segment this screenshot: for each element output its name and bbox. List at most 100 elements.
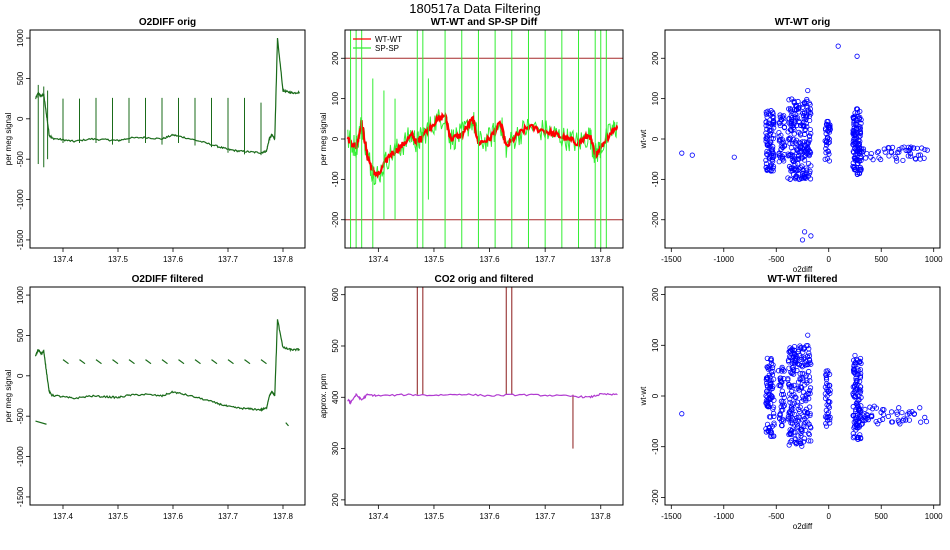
- scatter-point: [790, 426, 796, 432]
- scatter-point: [798, 426, 804, 432]
- scatter-point: [777, 416, 783, 422]
- scatter-point: [801, 154, 807, 160]
- scatter-point: [827, 417, 833, 423]
- scatter-point: [781, 394, 787, 401]
- scatter-point: [924, 147, 930, 153]
- scatter-point: [800, 349, 806, 355]
- x-tick-label: 137.6: [163, 255, 184, 264]
- scatter-point: [862, 406, 868, 413]
- scatter-point: [798, 132, 804, 138]
- scatter-point: [804, 150, 810, 156]
- scatter-point: [871, 403, 877, 409]
- x-tick-label: -1500: [661, 512, 682, 521]
- scatter-point: [854, 106, 860, 112]
- scatter-point: [764, 375, 770, 381]
- scatter-point: [788, 420, 794, 426]
- scatter-point: [788, 165, 794, 171]
- x-tick-label: 137.8: [591, 255, 612, 264]
- chart-co2-orig-filtered: CO2 orig and filtered 137.4 137.5 137.6 137.…: [319, 274, 624, 521]
- scatter-point: [796, 156, 802, 162]
- scatter-point: [824, 393, 830, 399]
- scatter-point: [763, 119, 769, 125]
- y-tick-label: -100: [651, 438, 660, 455]
- y-tick-label: 300: [331, 441, 340, 455]
- y-tick-label: 200: [651, 287, 660, 301]
- scatter-point: [791, 429, 797, 435]
- scatter-point: [885, 413, 891, 420]
- x-axis-label: o2diff: [793, 522, 813, 531]
- legend-label: SP-SP: [375, 44, 399, 53]
- scatter-point: [803, 165, 809, 171]
- scatter-point: [786, 137, 793, 143]
- scatter-point: [823, 139, 829, 145]
- scatter-point: [824, 411, 830, 417]
- scatter-point: [807, 411, 813, 417]
- scatter-point: [789, 157, 795, 163]
- scatter-point: [763, 388, 770, 395]
- chart-title: O2DIFF filtered: [132, 274, 204, 285]
- scatter-point: [921, 155, 927, 161]
- scatter-point: [802, 147, 808, 154]
- segment-line: [95, 359, 102, 365]
- chart-title: WT-WT filtered: [768, 274, 838, 285]
- scatter-point: [789, 370, 796, 376]
- scatter-point: [793, 140, 799, 146]
- scatter-point: [827, 414, 833, 420]
- scatter-point: [796, 129, 802, 135]
- scatter-point: [778, 117, 784, 123]
- scatter-point: [860, 146, 867, 152]
- scatter-point: [768, 429, 774, 435]
- scatter-point: [787, 345, 793, 351]
- scatter-point: [791, 100, 797, 106]
- scatter-point: [824, 386, 830, 393]
- scatter-point: [786, 163, 793, 170]
- scatter-point: [778, 132, 784, 138]
- scatter-point: [770, 111, 776, 117]
- scatter-point: [852, 157, 858, 163]
- plot-frame: [344, 286, 624, 506]
- scatter-point: [880, 411, 887, 418]
- scatter-point: [917, 405, 923, 411]
- scatter-point: [805, 107, 811, 113]
- scatter-point: [850, 141, 856, 148]
- series-line-o2diff: [35, 37, 300, 155]
- scatter-point: [851, 167, 857, 173]
- scatter-point: [896, 146, 902, 153]
- scatter-point: [878, 156, 884, 163]
- scatter-point: [764, 126, 770, 132]
- scatter-point: [856, 115, 862, 121]
- scatter-point: [853, 147, 859, 153]
- scatter-point: [857, 408, 863, 414]
- scatter-point: [805, 391, 811, 397]
- plot-area: [34, 319, 300, 427]
- x-tick-label: 500: [875, 512, 889, 521]
- y-tick-label: -1000: [16, 446, 25, 467]
- scatter-point: [823, 372, 829, 378]
- scatter-point: [853, 387, 859, 393]
- scatter-point: [888, 149, 895, 155]
- scatter-point: [880, 416, 886, 422]
- y-tick-label: 400: [331, 390, 340, 404]
- scatter-point: [799, 237, 806, 243]
- scatter-point: [858, 360, 864, 367]
- scatter-point: [791, 118, 797, 124]
- scatter-point: [798, 427, 804, 433]
- scatter-point: [787, 439, 793, 445]
- scatter-point: [764, 364, 770, 370]
- scatter-point: [801, 371, 807, 377]
- scatter-point: [800, 413, 806, 420]
- x-tick-label: 137.8: [273, 512, 294, 521]
- scatter-point: [806, 353, 813, 359]
- y-tick-label: -200: [651, 489, 660, 506]
- scatter-point: [800, 122, 806, 128]
- x-tick-label: -1000: [714, 512, 735, 521]
- plot-area: [679, 332, 930, 449]
- scatter-point: [900, 157, 906, 164]
- scatter-point: [896, 405, 902, 411]
- chart-title: O2DIFF orig: [139, 17, 196, 28]
- scatter-point: [852, 370, 858, 376]
- x-tick-label: 1000: [925, 255, 943, 264]
- scatter-point: [804, 380, 810, 386]
- scatter-point: [889, 419, 896, 425]
- scatter-point: [858, 388, 864, 394]
